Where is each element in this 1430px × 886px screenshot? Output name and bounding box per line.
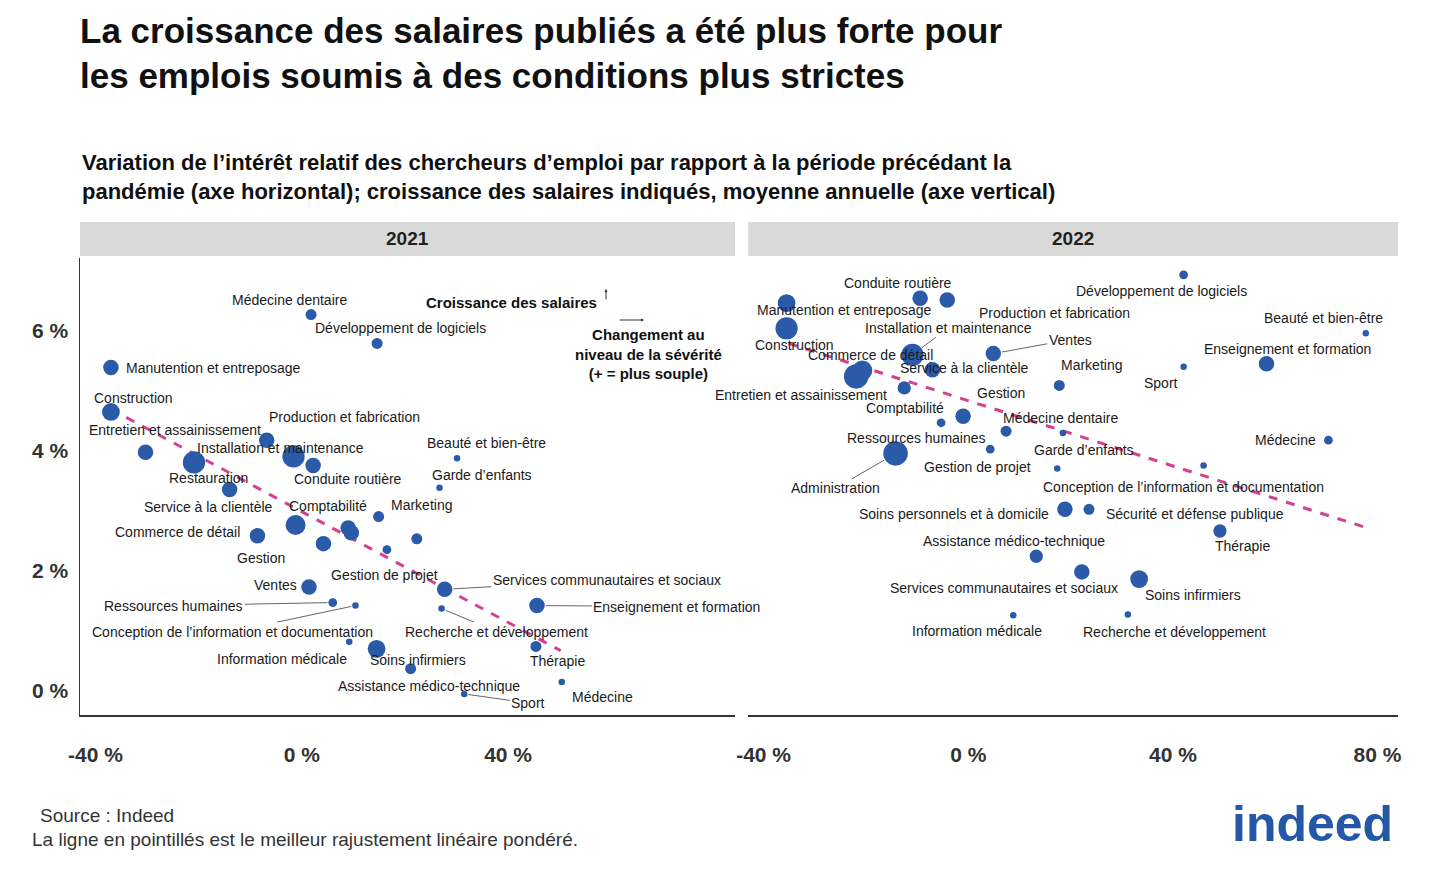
svg-text:Assistance médico-technique: Assistance médico-technique (338, 678, 520, 694)
svg-text:Installation et maintenance: Installation et maintenance (865, 320, 1032, 336)
svg-text:Développement de logiciels: Développement de logiciels (315, 320, 486, 336)
svg-text:Garde d’enfants: Garde d’enfants (432, 467, 532, 483)
svg-text:Marketing: Marketing (391, 497, 452, 513)
svg-text:Sport: Sport (511, 695, 545, 711)
svg-text:0 %: 0 % (950, 743, 987, 766)
svg-text:4 %: 4 % (32, 439, 69, 462)
svg-text:Entretien et assainissement: Entretien et assainissement (715, 387, 887, 403)
svg-text:Conception de l’information et: Conception de l’information et documenta… (1043, 479, 1324, 495)
svg-text:Ventes: Ventes (1049, 332, 1092, 348)
svg-text:Restauration: Restauration (169, 470, 248, 486)
svg-text:Information médicale: Information médicale (217, 651, 347, 667)
svg-text:40 %: 40 % (484, 743, 532, 766)
svg-text:80 %: 80 % (1354, 743, 1402, 766)
svg-text:Recherche et développement: Recherche et développement (405, 624, 588, 640)
svg-text:Conduite routière: Conduite routière (294, 471, 402, 487)
svg-text:Soins infirmiers: Soins infirmiers (370, 652, 466, 668)
svg-text:Thérapie: Thérapie (530, 653, 585, 669)
svg-text:Développement de logiciels: Développement de logiciels (1076, 283, 1247, 299)
svg-text:Médecine dentaire: Médecine dentaire (232, 292, 347, 308)
svg-text:Gestion de projet: Gestion de projet (331, 567, 438, 583)
svg-text:Enseignement et formation: Enseignement et formation (593, 599, 760, 615)
svg-text:2021: 2021 (386, 228, 429, 249)
svg-text:Administration: Administration (791, 480, 880, 496)
svg-text:Beauté et bien-être: Beauté et bien-être (1264, 310, 1383, 326)
svg-text:Commerce de détail: Commerce de détail (115, 524, 240, 540)
svg-text:Manutention et entreposage: Manutention et entreposage (126, 360, 301, 376)
svg-text:Comptabilité: Comptabilité (866, 400, 944, 416)
svg-text:Médecine dentaire: Médecine dentaire (1003, 410, 1118, 426)
svg-text:Sécurité et défense publique: Sécurité et défense publique (1106, 506, 1284, 522)
svg-text:40 %: 40 % (1149, 743, 1197, 766)
svg-text:Construction: Construction (755, 337, 834, 353)
svg-text:Service à la clientèle: Service à la clientèle (900, 360, 1029, 376)
svg-text:Production et fabrication: Production et fabrication (269, 409, 420, 425)
svg-text:Beauté et bien-être: Beauté et bien-être (427, 435, 546, 451)
svg-text:La ligne en pointillés est le: La ligne en pointillés est le meilleur r… (32, 829, 578, 850)
svg-text:Ressources humaines: Ressources humaines (847, 430, 986, 446)
svg-text:Soins personnels et à domicile: Soins personnels et à domicile (859, 506, 1049, 522)
svg-text:Production et fabrication: Production et fabrication (979, 305, 1130, 321)
svg-text:Croissance des salaires: Croissance des salaires (426, 294, 597, 311)
svg-text:Garde d’enfants: Garde d’enfants (1034, 442, 1134, 458)
svg-text:Conduite routière: Conduite routière (844, 275, 952, 291)
svg-text:La croissance des salaires pub: La croissance des salaires publiés a été… (80, 11, 1002, 96)
svg-text:Services communautaires et soc: Services communautaires et sociaux (493, 572, 721, 588)
svg-text:Thérapie: Thérapie (1215, 538, 1270, 554)
svg-text:Commerce de détail: Commerce de détail (808, 347, 933, 363)
svg-text:6 %: 6 % (32, 319, 69, 342)
svg-text:Gestion: Gestion (977, 385, 1025, 401)
svg-text:Ventes: Ventes (254, 577, 297, 593)
svg-text:Assistance médico-technique: Assistance médico-technique (923, 533, 1105, 549)
svg-text:0 %: 0 % (284, 743, 321, 766)
svg-text:Services communautaires et soc: Services communautaires et sociaux (890, 580, 1118, 596)
svg-text:Information médicale: Information médicale (912, 623, 1042, 639)
svg-text:Gestion de projet: Gestion de projet (924, 459, 1031, 475)
svg-text:Construction: Construction (94, 390, 173, 406)
svg-text:indeed: indeed (1232, 796, 1393, 852)
svg-text:Comptabilité: Comptabilité (289, 498, 367, 514)
svg-text:Marketing: Marketing (1061, 357, 1122, 373)
svg-text:Source : Indeed: Source : Indeed (40, 805, 174, 826)
svg-text:Sport: Sport (1144, 375, 1178, 391)
svg-text:Soins infirmiers: Soins infirmiers (1145, 587, 1241, 603)
svg-text:Variation de l’intérêt relatif: Variation de l’intérêt relatif des cherc… (82, 150, 1055, 204)
svg-text:0 %: 0 % (32, 679, 69, 702)
svg-text:Médecine: Médecine (1255, 432, 1316, 448)
svg-text:2 %: 2 % (32, 559, 69, 582)
svg-text:Recherche et développement: Recherche et développement (1083, 624, 1266, 640)
svg-text:2022: 2022 (1052, 228, 1094, 249)
svg-text:Manutention et entreposage: Manutention et entreposage (757, 302, 932, 318)
svg-text:Enseignement et formation: Enseignement et formation (1204, 341, 1371, 357)
svg-text:-40 %: -40 % (736, 743, 791, 766)
svg-text:Conception de l’information et: Conception de l’information et documenta… (92, 624, 373, 640)
svg-text:Changement auniveau de la sévé: Changement auniveau de la sévérité(+ = p… (575, 326, 722, 382)
svg-text:Médecine: Médecine (572, 689, 633, 705)
svg-text:Ressources humaines: Ressources humaines (104, 598, 243, 614)
svg-text:-40 %: -40 % (68, 743, 123, 766)
svg-text:Gestion: Gestion (237, 550, 285, 566)
svg-text:Installation et maintenance: Installation et maintenance (197, 440, 364, 456)
svg-text:Service à la clientèle: Service à la clientèle (144, 499, 273, 515)
svg-text:Entretien et assainissement: Entretien et assainissement (89, 422, 261, 438)
